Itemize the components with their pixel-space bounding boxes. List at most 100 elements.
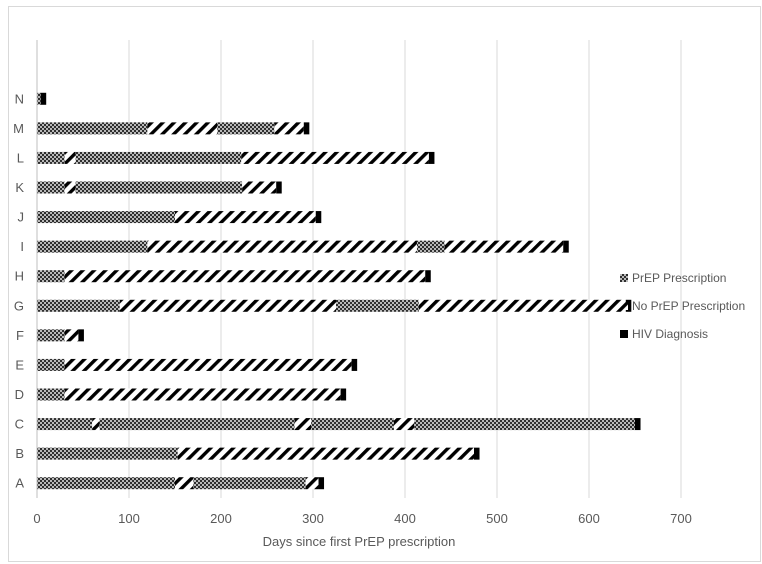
bar-segment-noprep bbox=[64, 388, 341, 401]
y-tick-label: A bbox=[15, 476, 24, 491]
bar-segment-prep bbox=[37, 418, 65, 431]
bar-segment-noprep bbox=[393, 418, 415, 431]
bar-segment-prep bbox=[37, 122, 148, 135]
bar-segment-hiv bbox=[340, 388, 347, 401]
bar-segment-prep bbox=[37, 299, 120, 312]
bar-row-F bbox=[37, 329, 84, 342]
bar-segment-prep bbox=[37, 329, 65, 342]
y-tick-label: M bbox=[13, 121, 24, 136]
legend-swatch-prep bbox=[620, 274, 628, 282]
x-tick-label: 100 bbox=[118, 511, 140, 526]
bar-segment-hiv bbox=[474, 447, 480, 460]
x-tick-label: 0 bbox=[33, 511, 40, 526]
bar-row-M bbox=[37, 122, 310, 135]
bar-segment-noprep bbox=[274, 122, 304, 135]
bar-row-E bbox=[37, 358, 358, 371]
bar-segment-noprep bbox=[241, 151, 429, 164]
y-tick-label: E bbox=[15, 357, 24, 372]
bar-row-L bbox=[37, 151, 435, 164]
y-tick-label: L bbox=[17, 150, 24, 165]
y-tick-label: J bbox=[18, 210, 25, 225]
y-tick-label: I bbox=[20, 239, 24, 254]
bar-row-D bbox=[37, 388, 347, 401]
bar-segment-prep bbox=[37, 181, 65, 194]
bar-segment-noprep bbox=[444, 240, 564, 253]
legend-label-prep: PrEP Prescription bbox=[632, 271, 726, 285]
legend-swatch-noprep bbox=[620, 302, 628, 310]
bar-row-N bbox=[37, 92, 47, 105]
bar-row-A bbox=[37, 477, 325, 490]
bar-segment-prep bbox=[37, 358, 65, 371]
bar-segment-prep bbox=[64, 418, 93, 431]
bar-segment-noprep bbox=[64, 329, 79, 342]
bar-segment-hiv bbox=[563, 240, 569, 253]
bar-segment-noprep bbox=[175, 477, 194, 490]
bar-segment-noprep bbox=[64, 151, 76, 164]
bar-segment-noprep bbox=[294, 418, 312, 431]
bar-segment-hiv bbox=[425, 270, 431, 283]
x-tick-label: 300 bbox=[302, 511, 324, 526]
bar-segment-noprep bbox=[175, 211, 316, 224]
x-tick-label: 200 bbox=[210, 511, 232, 526]
y-tick-label: K bbox=[15, 180, 24, 195]
bar-segment-prep bbox=[416, 240, 445, 253]
bar-segment-prep bbox=[37, 151, 65, 164]
chart-frame bbox=[8, 6, 761, 562]
bar-segment-hiv bbox=[351, 358, 358, 371]
bar-segment-prep bbox=[37, 388, 65, 401]
bar-segment-prep bbox=[414, 418, 635, 431]
bar-segment-noprep bbox=[418, 299, 626, 312]
bar-segment-noprep bbox=[147, 240, 417, 253]
bar-segment-prep bbox=[37, 240, 148, 253]
x-tick-label: 700 bbox=[670, 511, 692, 526]
bar-row-H bbox=[37, 270, 431, 283]
bar-segment-noprep bbox=[119, 299, 336, 312]
bar-segment-hiv bbox=[315, 211, 322, 224]
bar-row-G bbox=[37, 299, 632, 312]
bar-segment-hiv bbox=[635, 418, 641, 431]
bar-segment-noprep bbox=[92, 418, 100, 431]
bar-segment-hiv bbox=[318, 477, 325, 490]
bar-segment-noprep bbox=[147, 122, 218, 135]
x-tick-label: 400 bbox=[394, 511, 416, 526]
bar-row-I bbox=[37, 240, 569, 253]
bar-segment-noprep bbox=[64, 181, 76, 194]
x-tick-label: 600 bbox=[578, 511, 600, 526]
bar-segment-prep bbox=[37, 270, 65, 283]
bar-segment-prep bbox=[64, 447, 178, 460]
bar-segment-prep bbox=[336, 299, 419, 312]
bar-segment-hiv bbox=[40, 92, 47, 105]
bar-segment-prep bbox=[37, 211, 175, 224]
bar-segment-prep bbox=[75, 151, 242, 164]
bar-segment-hiv bbox=[428, 151, 435, 164]
bar-segment-prep bbox=[37, 447, 65, 460]
y-tick-label: G bbox=[14, 298, 24, 313]
bar-segment-prep bbox=[193, 477, 306, 490]
bar-segment-hiv bbox=[625, 299, 632, 312]
bar-segment-prep bbox=[217, 122, 275, 135]
y-tick-label: D bbox=[15, 387, 24, 402]
bar-segment-prep bbox=[311, 418, 394, 431]
x-axis-label: Days since first PrEP prescription bbox=[263, 534, 456, 549]
y-tick-label: H bbox=[15, 269, 24, 284]
bar-row-K bbox=[37, 181, 282, 194]
legend-label-hiv: HIV Diagnosis bbox=[632, 327, 708, 341]
bar-row-C bbox=[37, 418, 641, 431]
legend: PrEP Prescription No PrEP Prescription HIV… bbox=[620, 271, 745, 341]
y-tick-label: N bbox=[15, 91, 24, 106]
y-tick-label: C bbox=[15, 417, 24, 432]
y-tick-label: F bbox=[16, 328, 24, 343]
bar-segment-noprep bbox=[64, 270, 426, 283]
bar-segment-prep bbox=[37, 477, 175, 490]
bar-segment-hiv bbox=[303, 122, 310, 135]
bar-segment-hiv bbox=[78, 329, 84, 342]
legend-swatch-hiv bbox=[620, 330, 628, 338]
bar-segment-hiv bbox=[276, 181, 282, 194]
bars bbox=[37, 92, 641, 490]
bar-segment-noprep bbox=[242, 181, 277, 194]
bar-row-B bbox=[37, 447, 480, 460]
y-tick-label: B bbox=[15, 446, 24, 461]
bar-segment-prep bbox=[99, 418, 295, 431]
bar-segment-noprep bbox=[64, 358, 352, 371]
